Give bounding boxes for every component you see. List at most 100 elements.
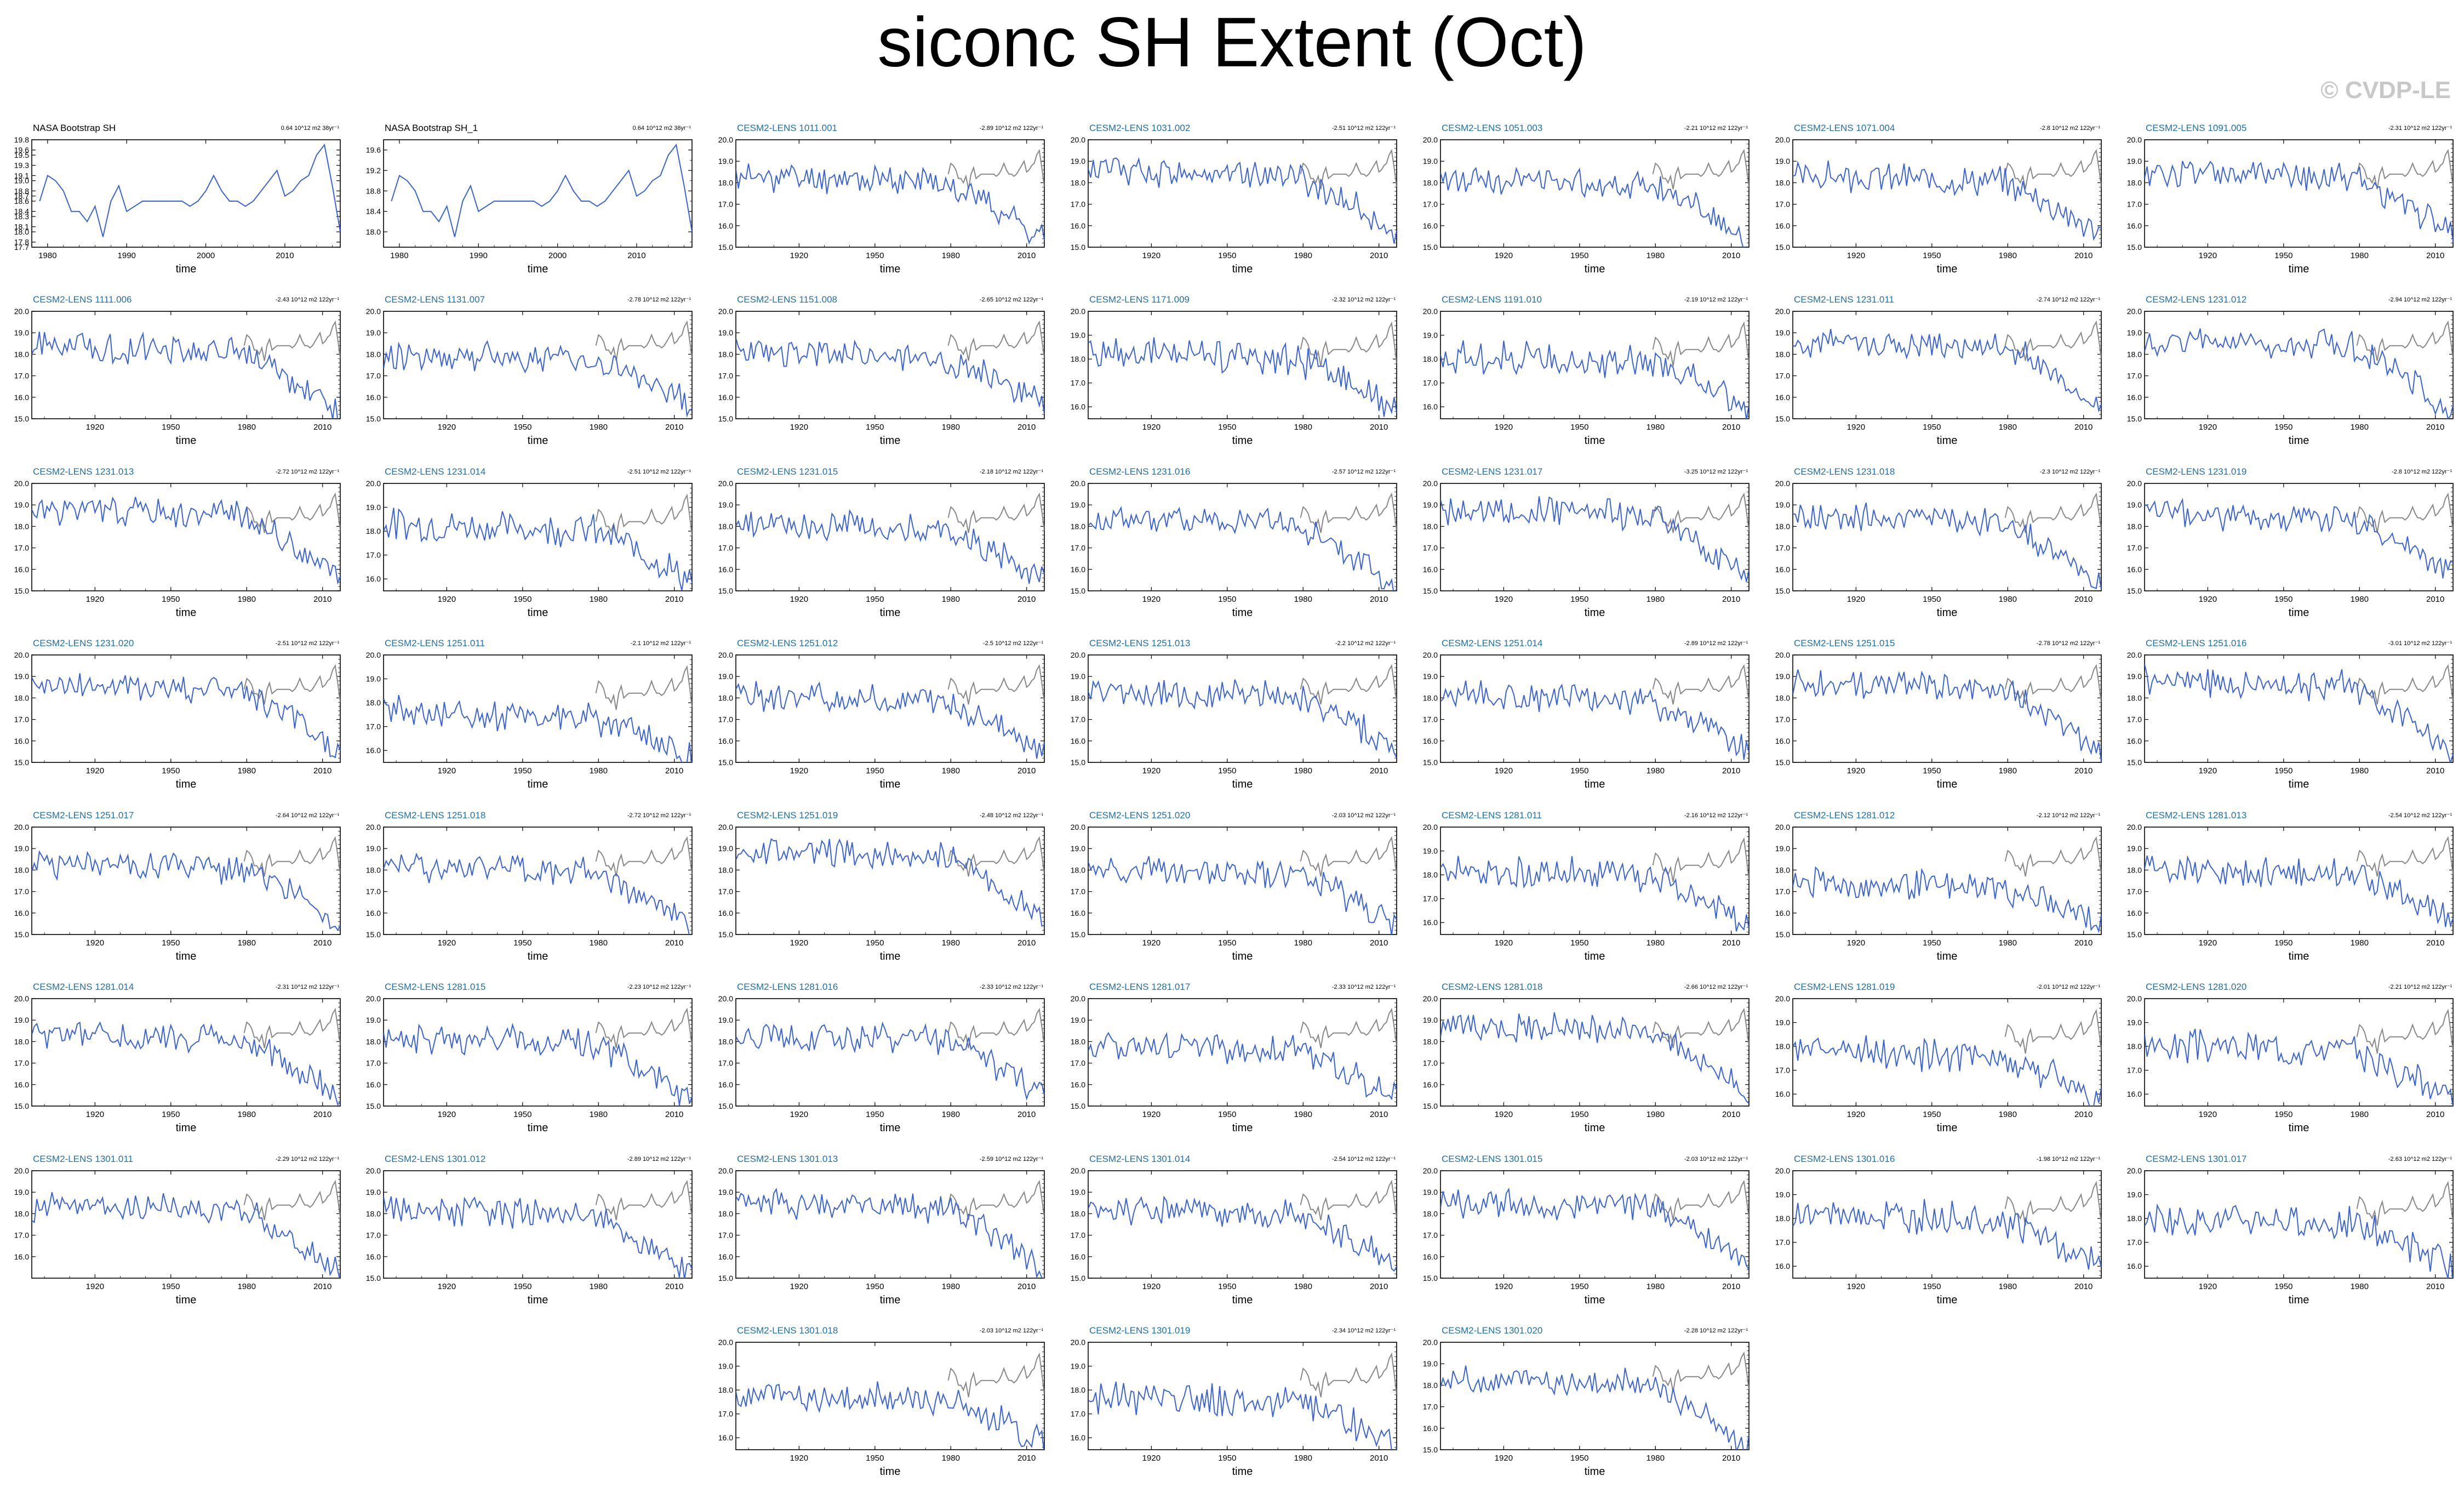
panel-title: CESM2-LENS 1231.011 [1794, 294, 1894, 305]
x-tick-label: 1920 [1142, 423, 1160, 432]
x-tick-label: 1920 [1142, 766, 1160, 776]
chart-panel: CESM2-LENS 1281.013 -2.54 10^12 m2 122yr⁻… [2127, 810, 2454, 962]
y-tick-label: 19.0 [1071, 844, 1085, 853]
x-tick-label: 1980 [590, 1110, 608, 1119]
y-tick-label: 19.0 [718, 844, 733, 853]
x-tick-label: 2000 [548, 251, 567, 260]
y-tick-label: 17.0 [1775, 887, 1790, 896]
panel-title: CESM2-LENS 1281.014 [33, 982, 134, 992]
y-tick-label: 16.0 [718, 1080, 733, 1089]
y-tick-label: 16.0 [1071, 221, 1085, 230]
chart-panel: CESM2-LENS 1301.015 -2.03 10^12 m2 122yr⁻… [1423, 1154, 1750, 1306]
y-tick-label: 20.0 [366, 994, 381, 1003]
x-tick-label: 1950 [2274, 1282, 2293, 1291]
y-tick-label: 20.0 [1775, 823, 1790, 831]
x-tick-label: 2010 [2426, 595, 2444, 604]
y-tick-label: 19.8 [14, 135, 29, 144]
x-tick-label: 1980 [2351, 938, 2369, 948]
obs-overlay-line [595, 493, 692, 539]
panel-title: CESM2-LENS 1171.009 [1089, 294, 1190, 305]
plot-frame [31, 998, 341, 1107]
trend-label: -2.03 10^12 m2 122yr⁻¹ [1684, 1156, 1748, 1163]
x-tick-label: 1980 [238, 423, 256, 432]
trend-label: -2.89 10^12 m2 122yr⁻¹ [627, 1156, 691, 1163]
chart-panel: CESM2-LENS 1231.019 -2.8 10^12 m2 122yr⁻¹… [2127, 466, 2454, 619]
x-axis-label: time [2289, 1122, 2309, 1134]
series-line [1440, 1012, 1749, 1104]
x-axis-label: time [1937, 778, 1958, 790]
plot-frame [1792, 998, 2102, 1107]
panel-title: CESM2-LENS 1251.016 [2146, 638, 2246, 648]
y-tick-label: 17.0 [14, 715, 29, 724]
x-axis-label: time [880, 778, 901, 790]
y-tick-label: 19.0 [1423, 847, 1438, 856]
chart-panel: CESM2-LENS 1231.014 -2.51 10^12 m2 122yr⁻… [366, 466, 693, 619]
y-tick-label: 17.0 [718, 544, 733, 552]
x-tick-label: 1950 [1923, 1110, 1941, 1119]
obs-overlay-line [1300, 321, 1397, 367]
y-tick-label: 19.0 [366, 503, 381, 512]
y-tick-label: 20.0 [14, 823, 29, 831]
y-tick-label: 15.0 [2127, 758, 2142, 767]
y-tick-label: 18.4 [366, 207, 381, 216]
obs-overlay-line [947, 1179, 1044, 1221]
plot-frame [383, 827, 693, 935]
x-tick-label: 1950 [162, 938, 180, 948]
x-tick-label: 2010 [1370, 423, 1388, 432]
y-tick-label: 17.0 [14, 372, 29, 380]
y-tick-label: 20.0 [1775, 479, 1790, 488]
obs-overlay-line [2004, 836, 2101, 877]
series-line [384, 694, 692, 762]
plot-frame [735, 1170, 1045, 1279]
series-line [2145, 855, 2453, 928]
trend-label: -2.18 10^12 m2 122yr⁻¹ [980, 469, 1043, 475]
trend-label: -2.72 10^12 m2 122yr⁻¹ [276, 469, 339, 475]
y-tick-label: 17.0 [1423, 200, 1438, 209]
plot-frame [2144, 827, 2454, 935]
y-tick-label: 18.0 [2127, 1042, 2142, 1051]
plot-frame [2144, 654, 2454, 763]
y-tick-label: 16.0 [1775, 565, 1790, 574]
trend-label: -2.29 10^12 m2 122yr⁻¹ [276, 1156, 339, 1163]
trend-label: -2.54 10^12 m2 122yr⁻¹ [2388, 812, 2452, 819]
y-tick-label: 19.0 [14, 500, 29, 509]
y-tick-label: 19.5 [14, 151, 29, 159]
plot-frame [1792, 1170, 2102, 1279]
y-tick-label: 19.0 [14, 844, 29, 853]
y-tick-label: 15.0 [2127, 586, 2142, 595]
y-tick-label: 18.0 [14, 227, 29, 236]
chart-panel: CESM2-LENS 1231.012 -2.94 10^12 m2 122yr⁻… [2127, 294, 2454, 447]
y-tick-label: 16.0 [718, 221, 733, 230]
x-tick-label: 1920 [1495, 423, 1513, 432]
x-tick-label: 1950 [1570, 938, 1588, 948]
y-tick-label: 16.0 [14, 1252, 29, 1261]
trend-label: -2.51 10^12 m2 122yr⁻¹ [276, 640, 339, 647]
x-tick-label: 1920 [790, 1110, 808, 1119]
x-tick-label: 2010 [2426, 423, 2444, 432]
y-tick-label: 18.0 [366, 698, 381, 707]
chart-panel: CESM2-LENS 1281.019 -2.01 10^12 m2 122yr⁻… [1775, 982, 2102, 1134]
x-axis-label: time [1937, 435, 1958, 447]
chart-panel: CESM2-LENS 1231.020 -2.51 10^12 m2 122yr⁻… [14, 638, 341, 790]
obs-overlay-line [1652, 149, 1749, 190]
y-tick-label: 18.0 [2127, 1214, 2142, 1223]
y-tick-label: 16.0 [1423, 737, 1438, 745]
series-line [1088, 1032, 1397, 1101]
x-tick-label: 2010 [1017, 595, 1036, 604]
y-tick-label: 16.0 [1423, 918, 1438, 927]
x-tick-label: 1920 [790, 1282, 808, 1291]
trend-label: -1.98 10^12 m2 122yr⁻¹ [2037, 1156, 2100, 1163]
y-tick-label: 18.0 [1071, 693, 1085, 702]
plot-frame [1792, 139, 2102, 248]
x-tick-label: 1950 [162, 595, 180, 604]
x-axis-label: time [1937, 1122, 1958, 1134]
y-tick-label: 17.0 [1071, 1231, 1085, 1240]
chart-panel: CESM2-LENS 1281.017 -2.33 10^12 m2 122yr⁻… [1071, 982, 1397, 1134]
plot-frame [31, 827, 341, 935]
x-tick-label: 2010 [627, 251, 645, 260]
x-tick-label: 2010 [1017, 766, 1036, 776]
y-tick-label: 16.0 [366, 1080, 381, 1089]
plot-frame [735, 654, 1045, 763]
y-tick-label: 20.0 [1071, 1166, 1085, 1175]
x-tick-label: 2010 [2426, 938, 2444, 948]
